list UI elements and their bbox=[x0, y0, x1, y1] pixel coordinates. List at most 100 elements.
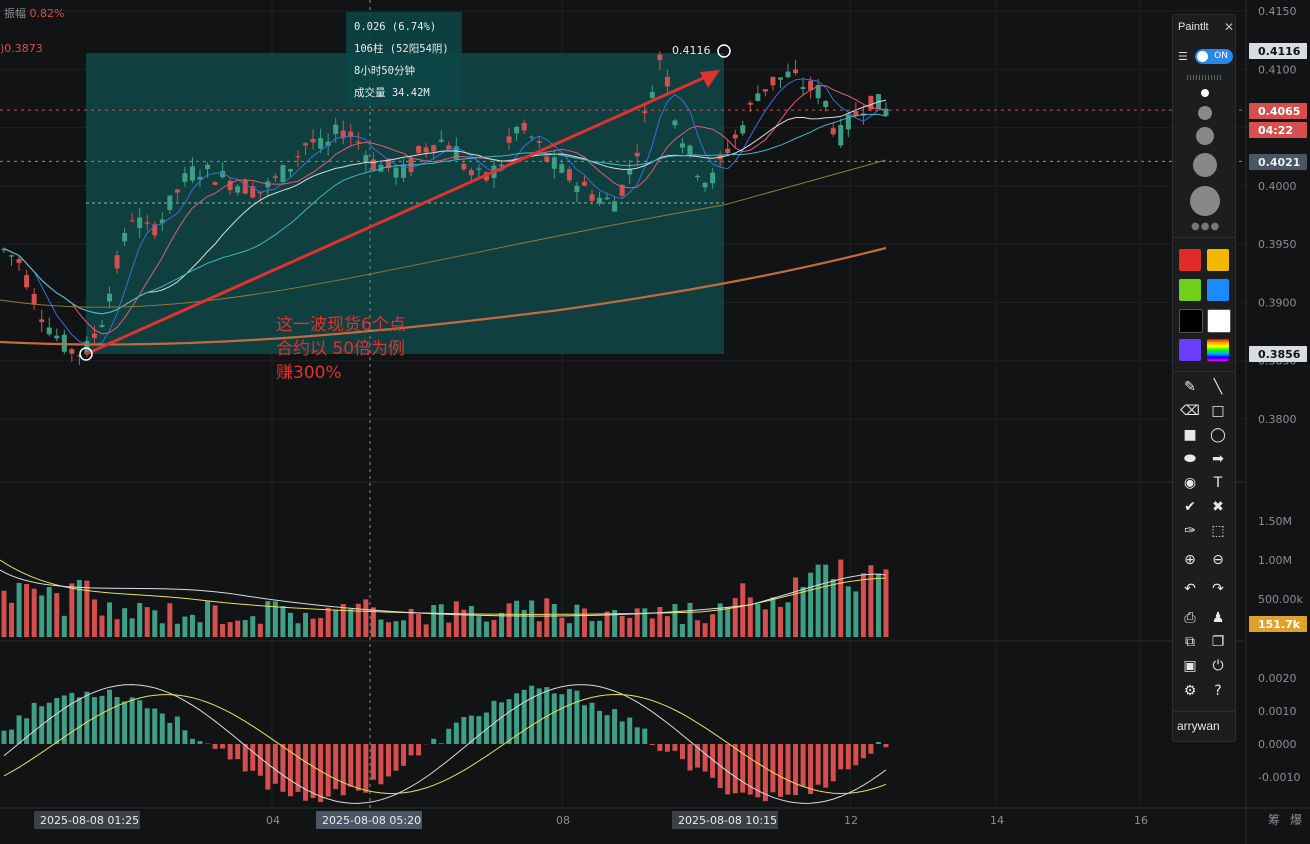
brush-size-1[interactable] bbox=[1201, 89, 1209, 97]
time-axis: 04 08 12 14 16 2025-08-08 01:25 2025-08-08 05:… bbox=[34, 811, 1148, 829]
size-grip[interactable] bbox=[1187, 75, 1223, 80]
redo-icon[interactable]: ↷ bbox=[1212, 581, 1224, 597]
stamp-icon[interactable]: ♟ bbox=[1211, 610, 1225, 626]
candle-body bbox=[174, 189, 180, 193]
candle-body bbox=[476, 168, 482, 170]
power-icon[interactable]: ⏻ bbox=[1212, 658, 1224, 674]
color-swatch[interactable] bbox=[1207, 249, 1229, 271]
macd-bar bbox=[257, 744, 263, 776]
time-label: 2025-08-08 10:15 bbox=[678, 814, 777, 827]
macd-bar bbox=[220, 744, 226, 749]
range-info-box: 0.026 (6.74%) 106柱 (52阳54阴) 8小时50分钟 成交量 … bbox=[346, 12, 462, 106]
candle-body bbox=[830, 128, 836, 135]
color-swatch[interactable] bbox=[1179, 339, 1201, 361]
annotation-line-3: 赚300% bbox=[276, 363, 342, 383]
zoom-in-icon[interactable]: ⊕ bbox=[1184, 552, 1196, 568]
volume-bar bbox=[860, 573, 866, 637]
candle-body bbox=[333, 124, 339, 134]
macd-bar bbox=[664, 744, 670, 752]
settings-icon[interactable]: ⚙ bbox=[1183, 683, 1197, 699]
volume-tick-label: 1.50M bbox=[1258, 515, 1292, 528]
color-swatch[interactable] bbox=[1207, 279, 1229, 301]
candle-body bbox=[634, 152, 640, 157]
eraser-icon[interactable]: ⌫ bbox=[1180, 403, 1200, 419]
eyedropper-icon[interactable]: ✑ bbox=[1184, 523, 1196, 539]
candle-body bbox=[303, 143, 309, 146]
candle-body bbox=[280, 165, 286, 183]
volume-bar bbox=[393, 621, 399, 637]
pencil-icon[interactable]: ✎ bbox=[1184, 379, 1196, 395]
candle-body bbox=[536, 141, 542, 143]
color-swatch[interactable] bbox=[1207, 339, 1229, 361]
candle-body bbox=[438, 139, 444, 142]
macd-bar bbox=[197, 741, 203, 744]
volume-bar bbox=[76, 580, 82, 637]
candle-body bbox=[566, 169, 572, 181]
color-swatch[interactable] bbox=[1179, 309, 1203, 333]
marker-icon[interactable]: ◉ bbox=[1183, 475, 1197, 491]
ellipse-outline-icon[interactable]: ◯ bbox=[1210, 427, 1226, 443]
macd-bar bbox=[770, 744, 776, 793]
copy-icon[interactable]: ⧉ bbox=[1185, 634, 1195, 650]
cross-icon[interactable]: ✖ bbox=[1212, 499, 1224, 515]
rect-filled-icon[interactable]: ■ bbox=[1183, 427, 1197, 443]
ma-line bbox=[3, 85, 887, 335]
macd-bar bbox=[69, 692, 75, 744]
volume-bar bbox=[227, 622, 233, 637]
amplitude-value: 0.82% bbox=[29, 7, 65, 20]
close-icon[interactable]: ✕ bbox=[1224, 20, 1235, 34]
volume-bar bbox=[137, 602, 143, 637]
volume-bar bbox=[39, 595, 45, 637]
save-icon[interactable]: ▣ bbox=[1183, 658, 1197, 674]
macd-bar bbox=[566, 689, 572, 744]
volume-bar bbox=[340, 604, 346, 637]
candle-body bbox=[39, 319, 45, 323]
arrow-icon[interactable]: ➡ bbox=[1212, 451, 1224, 467]
paste-icon[interactable]: ❐ bbox=[1211, 634, 1225, 650]
candle-body bbox=[370, 159, 376, 170]
volume-bar bbox=[725, 606, 731, 637]
color-swatch[interactable] bbox=[1179, 279, 1201, 301]
brush-size-4[interactable] bbox=[1193, 153, 1217, 177]
color-swatch[interactable] bbox=[1207, 309, 1231, 333]
macd-bar bbox=[559, 694, 565, 744]
rect-outline-icon[interactable]: □ bbox=[1211, 403, 1225, 419]
volume-bar bbox=[793, 577, 799, 637]
volume-bar bbox=[559, 617, 565, 637]
candle-body bbox=[31, 293, 37, 305]
annotation-line-2: 合约以 50倍为例 bbox=[276, 339, 406, 359]
volume-bar bbox=[544, 598, 550, 637]
brush-size-2[interactable] bbox=[1198, 106, 1212, 120]
menu-icon[interactable]: ☰ bbox=[1178, 50, 1188, 63]
more-sizes-icon[interactable]: ●●● bbox=[1191, 221, 1221, 232]
print-icon[interactable]: ⎙ bbox=[1184, 610, 1196, 626]
line-icon[interactable]: ╲ bbox=[1213, 379, 1223, 395]
macd-bar bbox=[612, 708, 618, 744]
volume-bar bbox=[303, 612, 309, 637]
brush-size-5[interactable] bbox=[1190, 186, 1220, 216]
candle-body bbox=[1, 248, 7, 251]
select-icon[interactable]: ⬚ bbox=[1211, 523, 1225, 539]
undo-icon[interactable]: ↶ bbox=[1184, 581, 1196, 597]
volume-bar bbox=[446, 622, 452, 637]
zoom-out-icon[interactable]: ⊖ bbox=[1212, 552, 1224, 568]
paint-toggle[interactable]: ON bbox=[1195, 49, 1233, 64]
amplitude-label: 振幅 bbox=[4, 7, 26, 20]
range-volume: 成交量 34.42M bbox=[354, 87, 430, 99]
candle-body bbox=[159, 219, 165, 224]
text-icon[interactable]: T bbox=[1213, 475, 1223, 491]
candle-body bbox=[355, 141, 361, 143]
candle-body bbox=[235, 186, 241, 193]
brush-size-3[interactable] bbox=[1196, 127, 1214, 145]
check-icon[interactable]: ✔ bbox=[1184, 499, 1196, 515]
macd-bar bbox=[499, 702, 505, 744]
candle-body bbox=[868, 95, 874, 110]
color-swatch[interactable] bbox=[1179, 249, 1201, 271]
ellipse-filled-icon[interactable]: ⬬ bbox=[1184, 451, 1196, 467]
help-icon[interactable]: ? bbox=[1214, 683, 1222, 699]
macd-bar bbox=[845, 744, 851, 770]
time-label-bg bbox=[34, 811, 140, 829]
candle-body bbox=[499, 164, 505, 167]
volume-bar bbox=[280, 606, 286, 637]
